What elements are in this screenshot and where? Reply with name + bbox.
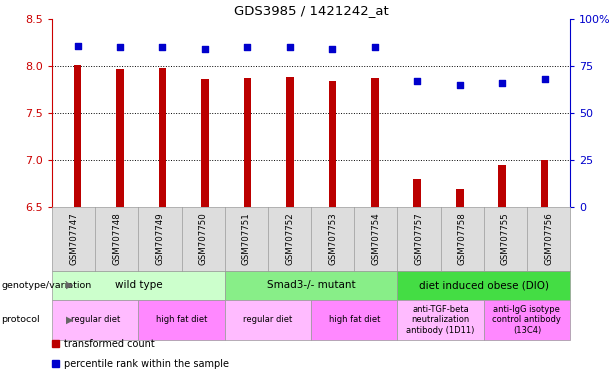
Text: protocol: protocol	[1, 315, 40, 324]
Bar	[201, 79, 209, 207]
Text: GSM707755: GSM707755	[501, 213, 510, 265]
Text: diet induced obese (DIO): diet induced obese (DIO)	[419, 280, 549, 290]
Bar	[286, 76, 294, 207]
Text: GSM707757: GSM707757	[414, 213, 424, 265]
Text: regular diet: regular diet	[243, 315, 292, 324]
Point	[497, 80, 507, 86]
Text: anti-TGF-beta
neutralization
antibody (1D11): anti-TGF-beta neutralization antibody (1…	[406, 305, 475, 334]
Point	[158, 45, 167, 51]
Point	[285, 45, 295, 51]
Text: GSM707753: GSM707753	[328, 213, 337, 265]
Point	[455, 82, 465, 88]
Point	[115, 45, 125, 51]
Text: transformed count: transformed count	[64, 339, 155, 349]
Text: GSM707748: GSM707748	[112, 213, 121, 265]
Point	[200, 46, 210, 52]
Text: GSM707751: GSM707751	[242, 213, 251, 265]
Text: GSM707747: GSM707747	[69, 213, 78, 265]
Text: ▶: ▶	[66, 280, 74, 290]
Point	[370, 45, 379, 51]
Point	[243, 45, 253, 51]
Point	[539, 76, 549, 83]
Text: wild type: wild type	[115, 280, 162, 290]
Text: regular diet: regular diet	[70, 315, 120, 324]
Bar	[74, 65, 82, 207]
Text: high fat diet: high fat diet	[329, 315, 380, 324]
Text: GSM707750: GSM707750	[199, 213, 208, 265]
Title: GDS3985 / 1421242_at: GDS3985 / 1421242_at	[234, 3, 389, 17]
Bar	[413, 179, 421, 207]
Text: percentile rank within the sample: percentile rank within the sample	[64, 359, 229, 369]
Text: genotype/variation: genotype/variation	[1, 281, 91, 290]
Text: GSM707752: GSM707752	[285, 213, 294, 265]
Bar	[541, 161, 549, 207]
Text: ▶: ▶	[66, 314, 74, 325]
Text: GSM707754: GSM707754	[371, 213, 380, 265]
Bar	[329, 81, 336, 207]
Bar	[243, 78, 251, 207]
Text: high fat diet: high fat diet	[156, 315, 207, 324]
Text: GSM707749: GSM707749	[156, 213, 164, 265]
Text: GSM707758: GSM707758	[458, 213, 466, 265]
Text: GSM707756: GSM707756	[544, 213, 553, 265]
Point	[73, 43, 83, 49]
Text: anti-IgG isotype
control antibody
(13C4): anti-IgG isotype control antibody (13C4)	[492, 305, 562, 334]
Bar	[371, 78, 379, 207]
Point	[413, 78, 422, 84]
Point	[327, 46, 337, 52]
Bar	[159, 68, 166, 207]
Text: Smad3-/- mutant: Smad3-/- mutant	[267, 280, 356, 290]
Bar	[498, 165, 506, 207]
Bar	[116, 69, 124, 207]
Bar	[456, 189, 463, 207]
